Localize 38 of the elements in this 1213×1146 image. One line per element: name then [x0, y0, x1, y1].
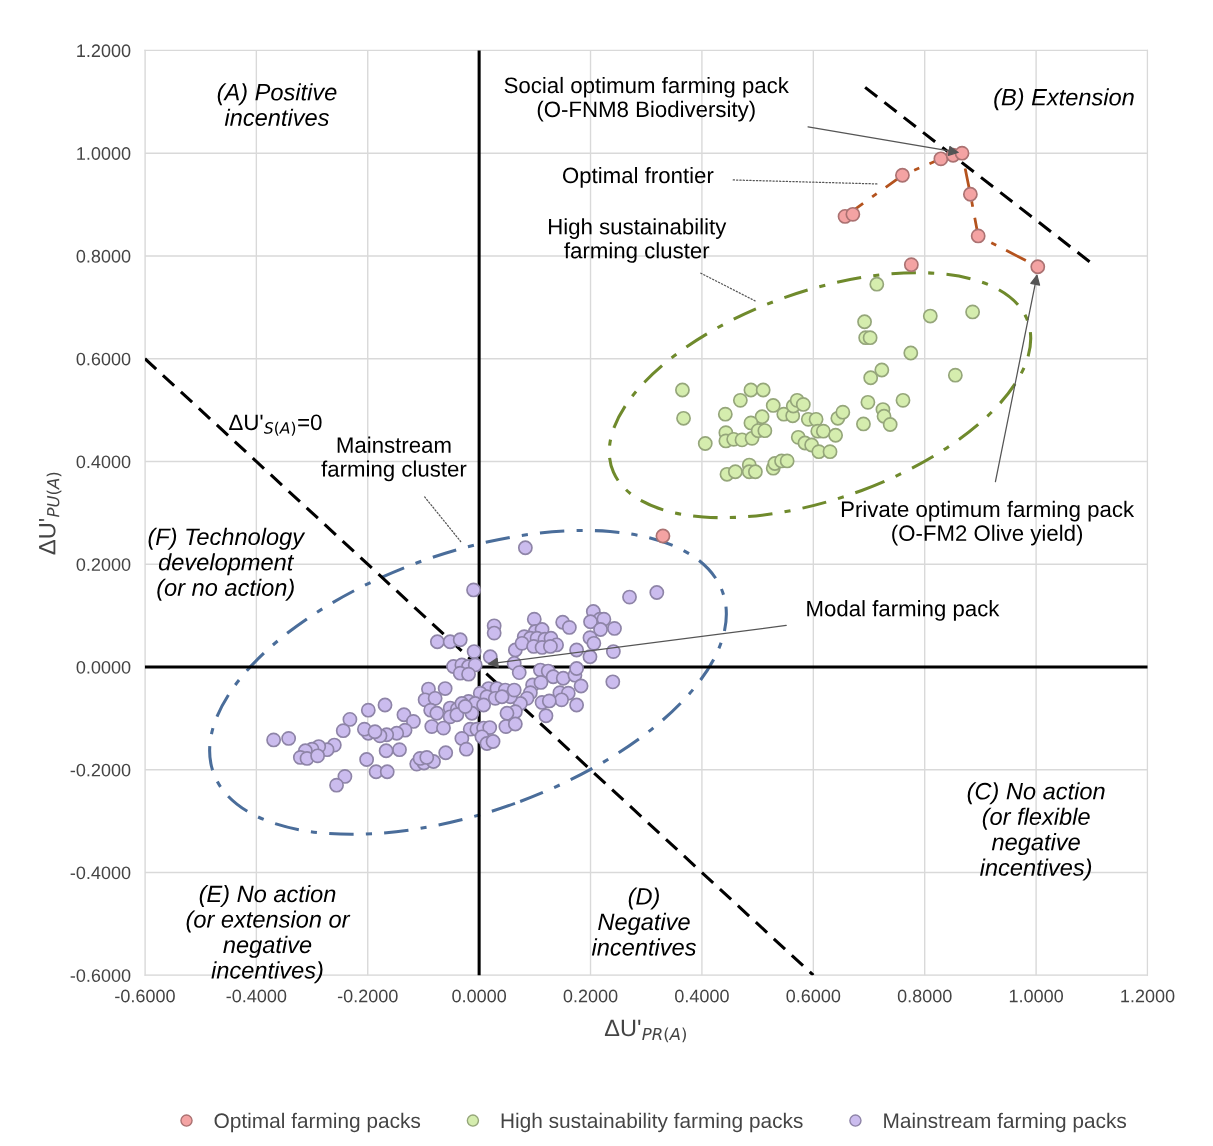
x-tick-label: 1.2000 [1121, 989, 1175, 1003]
y-tick-label: 1.2000 [77, 44, 131, 58]
annotation: (A) Positive incentives [217, 83, 337, 126]
annotation: (F) Technology development (or no action) [148, 527, 306, 601]
y-tick-label: 1.0000 [77, 147, 131, 160]
x-tick-label: -0.6000 [115, 989, 175, 1003]
annotation: Mainstream farming cluster [321, 436, 467, 482]
x-tick-label: 0.4000 [675, 989, 729, 1003]
annotation: Social optimum farming pack (O-FNM8 Biodiversity) [504, 76, 789, 122]
annotation: Optimal frontier [562, 166, 714, 188]
annotation: Private optimum farming pack (O-FM2 Olive yield) [841, 500, 1135, 546]
y-tick-label: 0.0000 [76, 660, 131, 674]
y-tick-label: 0.8000 [76, 249, 131, 263]
y-axis-title: ΔU'$_{PU(A)}$ [39, 472, 62, 555]
y-tick-label: 0.6000 [76, 352, 131, 366]
y-tick-label: -0.4000 [70, 866, 131, 880]
annotation: (C) No action (or flexible negative incentives) [967, 782, 1105, 881]
x-tick-label: 0.6000 [786, 989, 841, 1003]
annotation: ΔU'$_{S(A)}$=0 [229, 414, 322, 436]
x-tick-label: 0.8000 [897, 989, 952, 1003]
y-tick-label: -0.6000 [70, 969, 131, 982]
x-tick-label: 0.2000 [563, 989, 618, 1003]
legend-label: Mainstream farming packs [884, 1112, 1127, 1133]
x-tick-label: 0.0000 [452, 989, 507, 1003]
x-tick-label: 1.0000 [1009, 989, 1064, 1003]
x-axis-title: ΔU'$_{PR(A)}$ [604, 1019, 686, 1043]
y-tick-label: -0.2000 [70, 763, 131, 777]
y-tick-label: 0.2000 [76, 558, 131, 571]
x-tick-label: -0.2000 [337, 989, 398, 1003]
annotation: (D) Negative incentives [591, 887, 697, 956]
x-tick-label: -0.4000 [226, 989, 287, 1003]
legend-label: Optimal farming packs [214, 1112, 421, 1133]
annotation: (E) No action (or extension or negative incentives) [186, 884, 351, 984]
annotation: High sustainability farming cluster [549, 218, 727, 263]
y-tick-label: 0.4000 [76, 455, 131, 469]
legend-label: High sustainability farming packs [501, 1112, 803, 1133]
annotation: Modal farming pack [807, 600, 1000, 621]
annotation: (B) Extension [994, 88, 1134, 111]
